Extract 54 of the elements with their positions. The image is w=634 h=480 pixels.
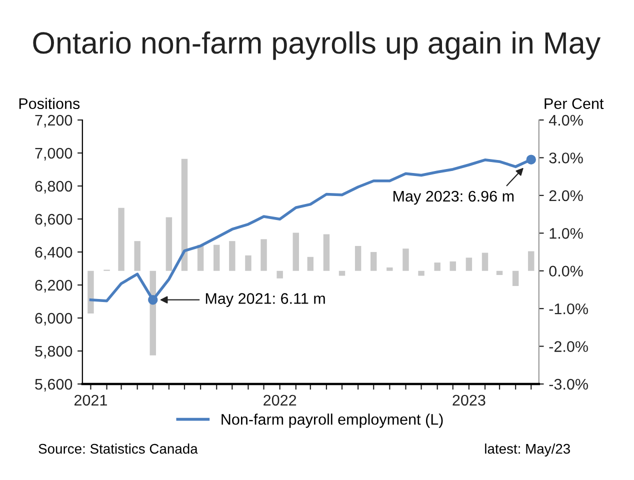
bar (450, 261, 456, 271)
bar (166, 217, 172, 271)
bar (466, 258, 472, 271)
y-tick-label: 7,200 (35, 114, 72, 128)
y2-tick-label: -2.0% (549, 341, 588, 352)
bar (229, 241, 236, 271)
bar (88, 270, 94, 314)
y2-tick-label: -1.0% (549, 303, 588, 314)
bar (245, 255, 252, 271)
x-tick-label: 2021 (74, 394, 107, 406)
bar (386, 267, 393, 271)
y2-axis-title: Per Cent (544, 98, 604, 110)
text: latest: May/23 (485, 444, 570, 456)
bar (276, 270, 283, 278)
x-tick-label: 2023 (452, 394, 486, 406)
y2-tick-label: 2.0% (549, 190, 583, 202)
y2-tick-label: 1.0% (550, 228, 583, 239)
bar (434, 262, 440, 271)
bar (354, 246, 362, 271)
y2-tick-label: -3.0% (549, 378, 588, 390)
bar (512, 270, 519, 286)
bar (402, 248, 409, 271)
y-tick-label: 6,200 (35, 280, 72, 292)
y2-tick-label: 4.0% (548, 114, 583, 126)
chart-title: Ontario non-farm payrolls up again in May (33, 31, 601, 60)
y-tick-label: 6,600 (35, 214, 72, 226)
bar (214, 244, 220, 271)
bar (482, 252, 488, 271)
source-note: Source: Statistics Canada (38, 444, 198, 454)
bar (292, 232, 299, 271)
y2-tick-label: 3.0% (549, 152, 583, 164)
x-tick-label: 2022 (264, 394, 296, 406)
bar (307, 256, 314, 271)
y-tick-label: 5,600 (35, 378, 72, 392)
bar (181, 158, 188, 271)
annotation: May 2021: 6.11 m (206, 293, 325, 307)
y-tick-label: 6,800 (35, 180, 72, 194)
y-tick-label: 6,000 (35, 312, 72, 326)
bar (118, 208, 124, 271)
y-tick-label: 6,400 (35, 246, 72, 260)
y-tick-label: 7,000 (35, 148, 72, 160)
bar (134, 241, 140, 271)
bar (260, 239, 267, 271)
bar (418, 270, 424, 276)
bar (338, 270, 346, 276)
bar (370, 252, 377, 271)
y2-tick-label: 0.0% (549, 266, 583, 277)
y-axis-title: Positions (19, 98, 80, 110)
bar (323, 234, 330, 271)
bar (496, 270, 503, 276)
y-tick-label: 5,800 (35, 346, 72, 358)
annotation: May 2023: 6.96 m (394, 190, 514, 205)
legend-label: Non-farm payroll employment (L) (222, 414, 443, 428)
bar (528, 251, 534, 271)
